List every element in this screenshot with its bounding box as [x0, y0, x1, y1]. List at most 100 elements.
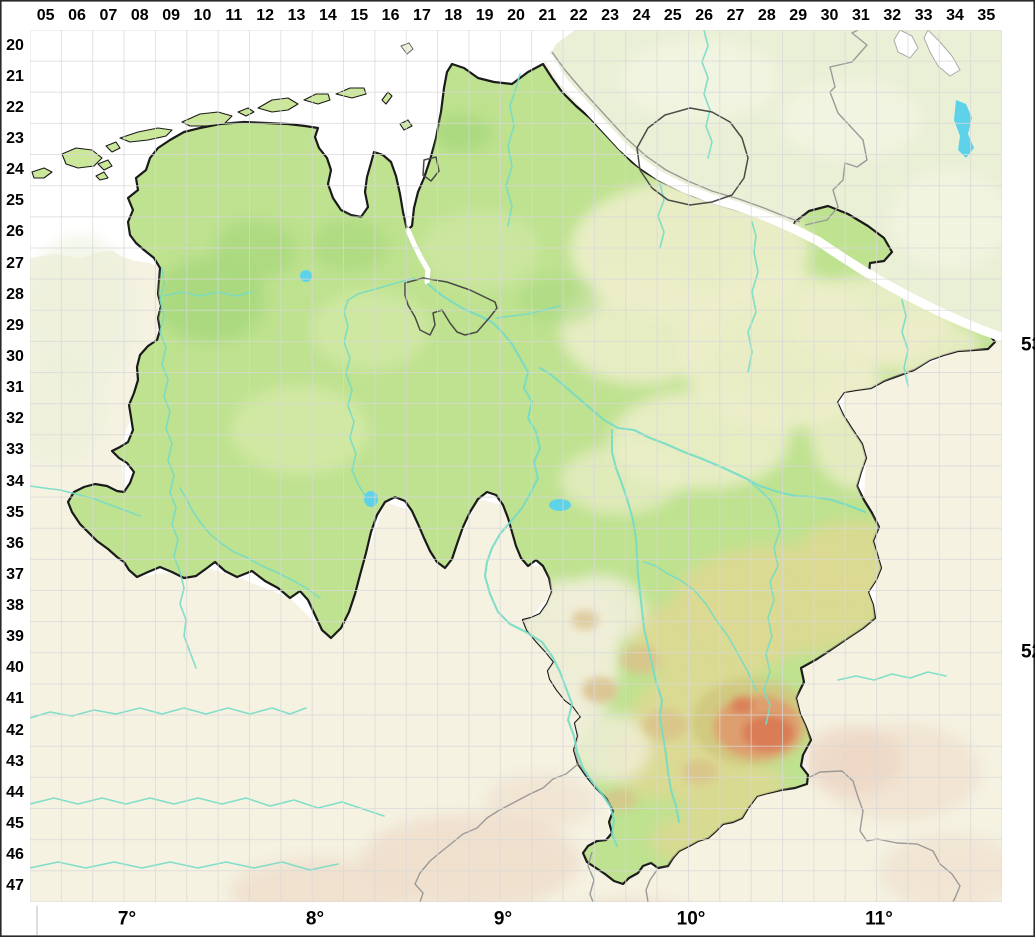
vechte-river [30, 485, 141, 517]
weser-river-lower [426, 282, 542, 578]
column-label-32: 32 [883, 7, 902, 24]
neighbor-terrain-tints [30, 40, 1002, 902]
column-label-16: 16 [381, 7, 400, 24]
column-label-08: 08 [130, 7, 149, 24]
nrw-river-2 [30, 797, 385, 817]
row-label-28: 28 [6, 285, 24, 303]
column-label-19: 19 [475, 7, 494, 24]
duemmer-lake [364, 491, 378, 507]
ems-river [159, 267, 197, 669]
row-label-22: 22 [6, 98, 24, 116]
column-label-24: 24 [632, 7, 651, 24]
row-label-33: 33 [6, 441, 24, 459]
aller-river [538, 366, 867, 514]
row-label-20: 20 [6, 36, 24, 54]
lake-northeast-2 [923, 30, 961, 77]
column-label-25: 25 [663, 7, 682, 24]
column-label-20: 20 [507, 7, 525, 24]
island-memmert [105, 141, 121, 153]
row-label-35: 35 [6, 503, 24, 521]
column-label-13: 13 [287, 7, 306, 24]
column-label-15: 15 [350, 7, 369, 24]
leda-river [163, 291, 253, 297]
steinhuder-meer-lake [549, 499, 571, 511]
column-label-09: 09 [162, 7, 180, 24]
zwischenahner-meer-lake [300, 270, 312, 282]
column-label-10: 10 [193, 7, 212, 24]
row-label-45: 45 [6, 815, 24, 833]
bode-river [837, 671, 947, 681]
bremen-boundary [404, 277, 498, 336]
row-label-46: 46 [6, 846, 24, 864]
island-juist [119, 127, 173, 143]
island-minsener-oog [381, 91, 393, 105]
grid-lines [30, 30, 1002, 902]
weser-river-corridor [405, 227, 431, 285]
column-label-17: 17 [413, 7, 431, 24]
nrw-river-3 [30, 861, 339, 871]
latitude-label-53deg: 53° [1021, 334, 1035, 356]
column-label-34: 34 [946, 7, 964, 24]
harz-summit [742, 715, 794, 751]
island-borkum [61, 147, 103, 169]
column-label-29: 29 [789, 7, 808, 24]
elbe-river-corridor [544, 53, 1002, 343]
alster-river [701, 30, 713, 159]
lake-northeast-1 [893, 30, 919, 59]
island-spiekeroog [303, 93, 331, 105]
column-label-28: 28 [757, 7, 776, 24]
row-label-41: 41 [6, 690, 24, 708]
border-hesse-thuringia [645, 869, 658, 902]
row-label-44: 44 [6, 783, 24, 801]
row-label-32: 32 [6, 410, 24, 428]
island-baltrum [237, 107, 255, 117]
border-nrw-hesse [414, 763, 579, 902]
column-label-35: 35 [977, 7, 996, 24]
row-label-36: 36 [6, 534, 24, 552]
row-label-38: 38 [6, 597, 24, 615]
innerste-river [643, 561, 757, 691]
bremerhaven-boundary [422, 156, 440, 182]
column-label-30: 30 [820, 7, 839, 24]
column-label-12: 12 [256, 7, 275, 24]
row-label-47: 47 [6, 877, 24, 895]
column-label-11: 11 [225, 7, 243, 24]
longitude-label-9deg: 9° [493, 908, 513, 930]
column-label-22: 22 [569, 7, 588, 24]
hunte-river [343, 277, 415, 501]
row-label-34: 34 [6, 472, 24, 490]
column-label-05: 05 [36, 7, 55, 24]
island-luetje-hoern [95, 171, 109, 181]
longitude-label-8deg: 8° [305, 908, 325, 930]
border-sh-mv [804, 30, 868, 226]
longitude-label-11deg: 11° [865, 908, 893, 930]
column-label-26: 26 [695, 7, 714, 24]
hamburg-boundary [636, 107, 749, 206]
row-label-43: 43 [6, 752, 24, 770]
row-label-30: 30 [6, 347, 24, 365]
wuemme-river [495, 305, 561, 319]
row-label-25: 25 [6, 192, 24, 210]
island-norderney [181, 111, 233, 127]
elbe-north-bank [551, 51, 801, 223]
column-label-14: 14 [318, 7, 337, 24]
island-rottumeroog [31, 167, 53, 179]
luhe-river [657, 183, 665, 249]
latitude-label-52deg: 52° [1021, 641, 1035, 663]
weser-river-upper [483, 574, 619, 848]
row-label-31: 31 [6, 379, 24, 397]
column-label-27: 27 [726, 7, 745, 24]
column-label-23: 23 [601, 7, 619, 24]
row-label-37: 37 [6, 565, 24, 583]
row-label-29: 29 [6, 316, 24, 334]
row-label-23: 23 [6, 129, 24, 147]
column-label-31: 31 [852, 7, 870, 24]
row-label-40: 40 [6, 659, 24, 677]
row-label-26: 26 [6, 223, 24, 241]
schweriner-see-lake [954, 100, 974, 158]
island-borkum-east [97, 159, 113, 171]
oste-river [505, 73, 521, 227]
